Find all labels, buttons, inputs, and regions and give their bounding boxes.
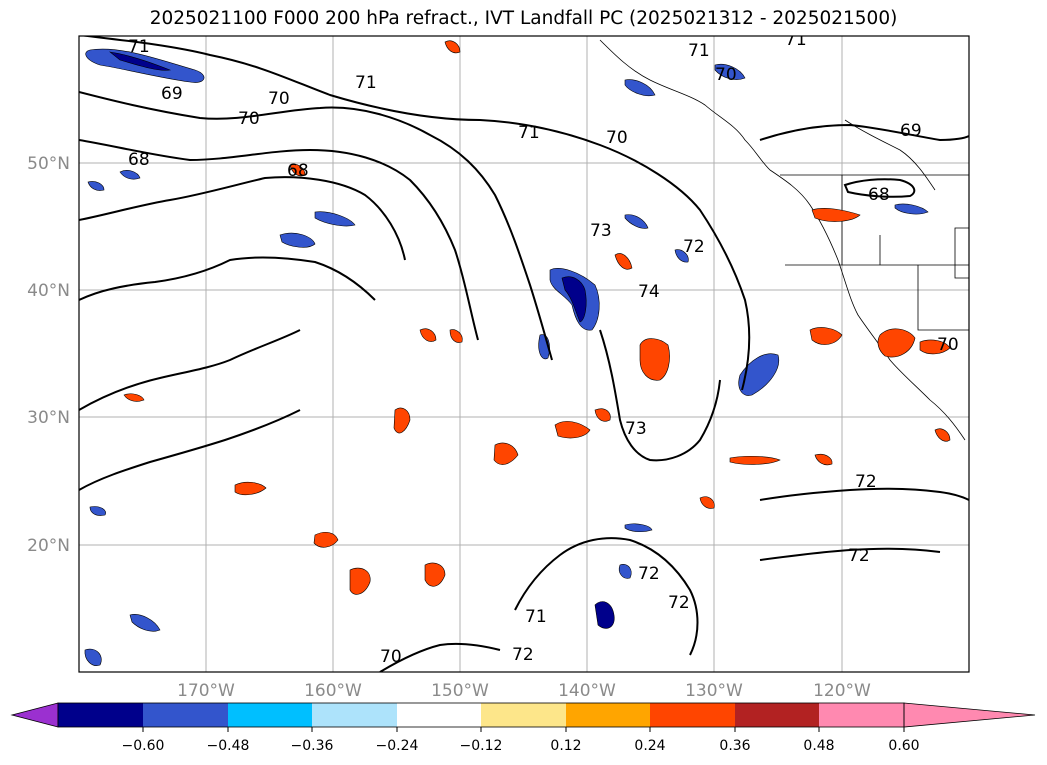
lat-label-50: 50°N — [27, 154, 70, 174]
contour-label: 72 — [855, 472, 877, 492]
colorbar-extend-max — [903, 702, 1036, 728]
colorbar-tick-label: −0.12 — [460, 738, 503, 754]
contour-label: 68 — [287, 161, 309, 181]
colorbar-tick-label: 0.12 — [550, 738, 581, 754]
contour-label: 69 — [900, 121, 922, 141]
contour-label: 73 — [625, 419, 647, 439]
contour-label: 72 — [512, 645, 534, 665]
colorbar-segment — [58, 703, 143, 727]
contour-label: 71 — [128, 37, 150, 57]
colorbar: −0.60 −0.48 −0.36 −0.24 −0.12 0.12 0.24 … — [10, 702, 1036, 754]
colorbar-tick-labels: −0.60 −0.48 −0.36 −0.24 −0.12 0.12 0.24 … — [122, 738, 920, 754]
colorbar-segment — [735, 703, 819, 727]
contour-label: 72 — [683, 237, 705, 257]
contour-label-group: 71 71 71 71 70 70 70 69 69 68 68 68 71 7… — [128, 30, 959, 667]
coastline — [599, 39, 969, 441]
contour-label: 71 — [518, 123, 540, 143]
gridlines — [79, 36, 969, 672]
contour-label: 69 — [161, 84, 183, 104]
contour-label: 71 — [355, 73, 377, 93]
colorbar-segment — [819, 703, 904, 727]
colorbar-tick-label: 0.24 — [634, 738, 665, 754]
latitude-labels: 50°N 40°N 30°N 20°N — [27, 154, 70, 556]
contour-label: 71 — [525, 607, 547, 627]
lon-label-120w: 120°W — [813, 681, 871, 701]
chart-title: 2025021100 F000 200 hPa refract., IVT La… — [149, 8, 898, 29]
map-frame — [78, 35, 970, 673]
lon-label-130w: 130°W — [685, 681, 743, 701]
contour-lines — [79, 36, 969, 672]
colorbar-segment — [228, 703, 312, 727]
contour-label: 73 — [590, 221, 612, 241]
lon-label-170w: 170°W — [177, 681, 235, 701]
lon-label-150w: 150°W — [431, 681, 489, 701]
contour-label: 68 — [868, 185, 890, 205]
negative-anomaly-areas — [84, 48, 929, 666]
contour-label: 70 — [606, 128, 628, 148]
contour-label: 70 — [268, 89, 290, 109]
contour-label: 72 — [668, 593, 690, 613]
contour-label: 71 — [785, 30, 807, 50]
colorbar-tick-label: −0.36 — [291, 738, 334, 754]
colorbar-segment — [143, 703, 228, 727]
colorbar-segment — [650, 703, 735, 727]
lat-label-40: 40°N — [27, 281, 70, 301]
colorbar-tick-label: −0.60 — [122, 738, 165, 754]
contour-label: 74 — [638, 282, 660, 302]
contour-label: 70 — [715, 65, 737, 85]
colorbar-ticks — [142, 727, 905, 732]
lon-label-160w: 160°W — [304, 681, 362, 701]
contour-label: 70 — [937, 335, 959, 355]
contour-label: 70 — [380, 647, 402, 667]
colorbar-tick-label: 0.36 — [719, 738, 750, 754]
lon-label-140w: 140°W — [558, 681, 616, 701]
map-area — [79, 36, 969, 672]
lat-label-30: 30°N — [27, 408, 70, 428]
colorbar-tick-label: 0.48 — [803, 738, 834, 754]
colorbar-segment — [566, 703, 650, 727]
colorbar-tick-label: 0.60 — [888, 738, 919, 754]
contour-label: 72 — [848, 546, 870, 566]
colorbar-segment — [312, 703, 397, 727]
contour-label: 72 — [638, 564, 660, 584]
positive-anomaly-areas — [123, 40, 951, 595]
lat-label-20: 20°N — [27, 536, 70, 556]
colorbar-tick-label: −0.24 — [376, 738, 419, 754]
contour-label: 68 — [128, 150, 150, 170]
contour-label: 71 — [688, 41, 710, 61]
colorbar-segment — [481, 703, 566, 727]
colorbar-segment — [397, 703, 481, 727]
longitude-labels: 170°W 160°W 150°W 140°W 130°W 120°W — [177, 681, 871, 701]
contour-label: 70 — [238, 109, 260, 129]
colorbar-extend-min — [10, 702, 59, 728]
colorbar-tick-label: −0.48 — [207, 738, 250, 754]
